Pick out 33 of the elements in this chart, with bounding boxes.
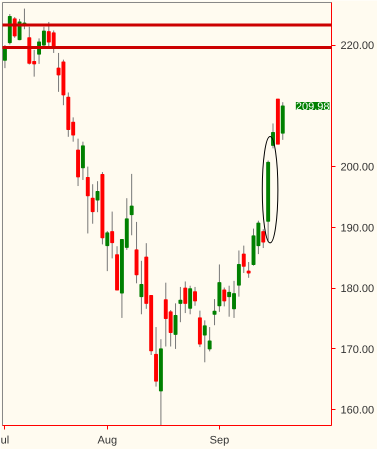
candlestick [202,320,207,363]
candlestick [208,326,212,352]
candlestick [183,280,188,314]
candlestick [217,264,222,312]
y-tick-label: 200.00 [340,162,374,174]
candlestick [178,286,182,323]
candlestick [86,166,90,234]
x-tick-label: Aug [98,434,118,446]
candlestick [236,250,241,298]
y-tick-label: 170.00 [340,344,374,356]
y-tick-label: 190.00 [340,222,374,234]
y-tick-label: 220.00 [340,40,374,52]
candlestick [212,298,216,326]
y-tick-label: 160.00 [340,404,374,417]
x-tick-label: ul [0,434,10,446]
candlestick [2,44,7,69]
candlestick [222,287,226,307]
candlestick [80,141,85,180]
candlestick [261,228,266,249]
candlestick [246,262,251,278]
candlestick [110,211,114,259]
x-tick-label: Sep [210,434,230,446]
y-tick-label: 180.00 [340,283,374,296]
candlestick [96,180,100,213]
candlestick [90,184,95,224]
candlestick [193,286,197,306]
candlestick [242,245,246,274]
candlestick [174,302,178,350]
candlestick [188,285,192,315]
candlestick [105,230,110,272]
candlestick [130,173,134,236]
candlestick [139,260,144,315]
text: 209.98 [296,100,330,113]
